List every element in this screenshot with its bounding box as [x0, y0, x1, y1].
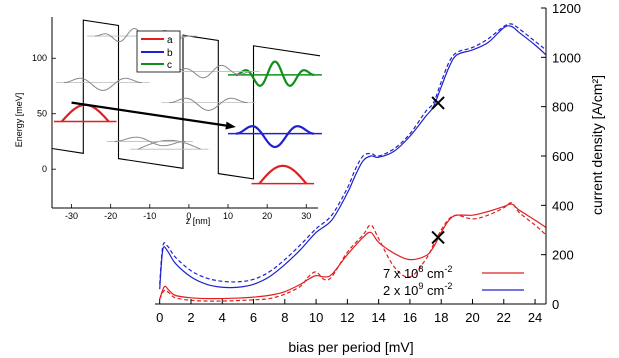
main-legend: 7 x 108 cm-2 2 x 109 cm-2: [383, 264, 524, 298]
y-tick-label: 1200: [552, 1, 581, 16]
inset-x-tick-label: 0: [186, 211, 191, 221]
inset-legend-label-a: a: [167, 35, 173, 46]
x-tick-label: 8: [281, 310, 288, 325]
inset-x-axis-label: z [nm]: [186, 216, 211, 226]
inset-y-tick-label: 0: [42, 164, 47, 174]
x-tick-label: 10: [309, 310, 323, 325]
inset-wavefunction-a-1: [258, 164, 308, 185]
y-tick-label: 800: [552, 100, 574, 115]
x-tick-label: 14: [371, 310, 385, 325]
y-tick-label: 1000: [552, 50, 581, 65]
main-plot: 0 2 4 6 8 10 12 14 16 18 20 22 24 020040060080010001…: [155, 1, 605, 355]
inset-wavefunction-state-9: [114, 136, 186, 147]
main-xticks: 0 2 4 6 8 10 12 14 16 18 20 22 24: [156, 299, 542, 325]
series-line-3: [159, 202, 547, 302]
inset-legend: a b c: [136, 30, 181, 73]
inset-axes: -30 -20 -10 0 10 20 30 0 50 100: [32, 17, 318, 221]
inset-y-tick-label: 50: [37, 109, 47, 119]
inset-plot: -30 -20 -10 0 10 20 30 0 50 100 z [nm] Energy [me…: [14, 5, 322, 226]
cross-marker-0: [431, 96, 445, 110]
inset-x-tick-label: 10: [223, 211, 233, 221]
inset-wavefunction-state-6: [169, 97, 248, 111]
x-tick-label: 24: [528, 310, 542, 325]
x-tick-label: 6: [250, 310, 257, 325]
inset-x-tick-label: -20: [104, 211, 117, 221]
x-tick-label: 0: [156, 310, 163, 325]
x-tick-label: 4: [219, 310, 226, 325]
legend-entry-label-0: 7 x 108 cm-2: [383, 264, 452, 281]
y-tick-label: 400: [552, 198, 574, 213]
x-tick-label: 12: [340, 310, 354, 325]
inset-wavefunction-b-2: [235, 125, 315, 149]
inset-potential-profile: [51, 19, 321, 180]
legend-entry-label-1: 2 x 109 cm-2: [383, 281, 452, 298]
y-tick-label: 600: [552, 149, 574, 164]
series-line-2: [159, 203, 547, 300]
main-yticks: 0 200 400 600 800 1000 1200: [541, 1, 581, 312]
inset-x-tick-label: -30: [65, 211, 78, 221]
inset-wavefunction-state-5: [173, 64, 252, 79]
inset-arrow-head: [225, 121, 236, 130]
inset-x-tick-label: 20: [262, 211, 272, 221]
inset-x-tick-label: 30: [301, 211, 311, 221]
main-x-axis-label: bias per period [mV]: [288, 339, 413, 355]
series-line-1: [159, 23, 547, 285]
inset-wavefunction-state-8: [137, 139, 201, 150]
inset-legend-label-b: b: [167, 48, 173, 59]
x-tick-label: 2: [187, 310, 194, 325]
x-tick-label: 20: [465, 310, 479, 325]
series-line-0: [159, 25, 547, 290]
y-axis-label-text: current density [A/cm²]: [589, 75, 605, 215]
main-series-group: [159, 23, 547, 302]
x-tick-label: 16: [403, 310, 417, 325]
inset-y-axis-label: Energy [meV]: [14, 93, 24, 148]
y-tick-label: 0: [552, 297, 559, 312]
x-tick-label: 22: [497, 310, 511, 325]
inset-wavefunction-state-7: [63, 77, 142, 91]
inset-content: [51, 19, 322, 185]
inset-legend-label-c: c: [167, 60, 172, 71]
inset-transition-arrow: [71, 101, 231, 128]
main-y-axis-label: current density [A/cm²]: [589, 75, 605, 215]
inset-y-tick-label: 100: [32, 53, 47, 63]
x-tick-label: 18: [434, 310, 448, 325]
inset-x-tick-label: -10: [143, 211, 156, 221]
cross-marker-1: [431, 230, 445, 245]
y-tick-label: 200: [552, 248, 574, 263]
main-markers-group: [431, 96, 445, 245]
